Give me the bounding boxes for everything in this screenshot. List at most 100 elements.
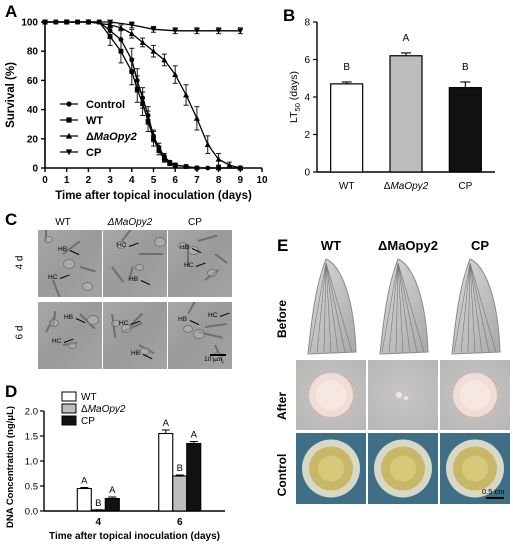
legend-label: ΔMaOpy2 xyxy=(81,404,126,415)
data-point xyxy=(167,161,173,167)
fungal-colony xyxy=(309,373,353,417)
photo-col-header-mutant: ΔMaOpy2 xyxy=(378,238,438,253)
legend-label: CP xyxy=(81,416,95,427)
hyphal-body-label: HB xyxy=(180,244,190,251)
data-point xyxy=(86,19,91,25)
data-point xyxy=(150,48,157,54)
insect-wing-panel: WT ΔMaOpy2 CP Before After Control xyxy=(260,236,513,550)
dna-bar-chart: 0.0 0.5 1.0 1.5 2.0 DNA Concentration (ng/μL)… xyxy=(5,391,225,542)
micrograph: HB HC xyxy=(38,230,102,297)
micrograph: HB HC xyxy=(103,302,167,369)
scale-bar xyxy=(210,354,226,356)
photo-row-label-before: Before xyxy=(275,300,289,339)
hyphal-body-label: HB xyxy=(58,246,68,253)
data-point xyxy=(118,48,124,54)
data-point xyxy=(140,101,146,107)
hyphal-body-label: HB xyxy=(131,350,141,357)
hyphal-cell-label: HC xyxy=(119,320,129,327)
x-tick-label: 0 xyxy=(42,175,48,186)
data-point xyxy=(172,28,179,34)
fungal-cell xyxy=(121,324,132,333)
panel-a-letter: A xyxy=(5,2,18,21)
scale-bar-label: 0.5 cm xyxy=(482,487,505,496)
scale-bar xyxy=(486,497,504,499)
data-point xyxy=(161,156,167,162)
legend-swatch xyxy=(61,403,77,414)
x-tick-label: 8 xyxy=(216,175,222,186)
data-point xyxy=(75,19,80,25)
microscopy-panel: WT ΔMaOpy2 CP 4 d 6 d HB HC HB HC HB HC HB HC HB… xyxy=(0,212,240,372)
photo-col-header-cp: CP xyxy=(470,238,490,253)
fungal-colony xyxy=(374,439,432,498)
control-colony-photo xyxy=(368,433,438,504)
legend-label: CP xyxy=(86,147,101,159)
y-tick-label: 80 xyxy=(27,47,39,58)
data-point xyxy=(216,165,221,171)
y-axis-title: Survival (%) xyxy=(5,62,17,128)
bar xyxy=(389,55,423,173)
lt50-bar-chart: 0 2 4 6 8 LT50 (days) B WT A ΔMaOpy2 B CP xyxy=(288,18,495,192)
legend-label: Control xyxy=(86,99,125,111)
fungal-colony xyxy=(302,439,360,498)
data-point xyxy=(156,148,162,153)
data-point xyxy=(128,22,135,28)
hyphal-body-label: HB xyxy=(64,314,74,321)
legend-marker xyxy=(65,132,73,139)
x-axis-title: Time after topical inoculation (days) xyxy=(55,190,252,202)
fungal-cell xyxy=(154,237,166,247)
significance-letter: B xyxy=(177,463,183,474)
data-point xyxy=(237,165,243,171)
infected-wing-photo xyxy=(368,360,438,430)
hyphal-cell-label: HC xyxy=(52,338,62,345)
bar xyxy=(104,497,120,512)
fungal-cell xyxy=(49,319,59,327)
data-point xyxy=(172,71,179,77)
micrograph: HB HC xyxy=(103,230,167,297)
series-line xyxy=(45,21,241,32)
y-tick-label: 0 xyxy=(304,168,310,179)
y-tick-label: 4 xyxy=(304,93,310,104)
legend-label: WT xyxy=(86,115,103,127)
data-point xyxy=(128,30,135,37)
y-tick-label: 1.0 xyxy=(25,457,38,468)
survival-chart: 0 20 40 60 80 100 0 1 2 3 4 5 6 7 8 9 10 Time after topic… xyxy=(5,18,268,203)
x-tick-label: CP xyxy=(458,181,472,192)
data-point xyxy=(139,39,146,45)
x-tick-label: 1 xyxy=(64,175,70,186)
data-point xyxy=(237,28,244,34)
data-point xyxy=(215,28,222,34)
panel-b-letter: B xyxy=(283,6,296,25)
micrograph: HB HC xyxy=(38,302,102,369)
y-axis-title: DNA Concentration (ng/μL) xyxy=(5,406,16,528)
fungal-colony xyxy=(446,439,504,498)
fungal-cell xyxy=(135,264,144,271)
y-axis-title: LT50 (days) xyxy=(288,71,302,123)
control-colony-photo: 0.5 cm xyxy=(440,433,510,504)
x-axis-title: Time after topical inoculation (days) xyxy=(49,531,220,542)
infected-wing-photo xyxy=(296,360,366,430)
hyphal-body-label: HB xyxy=(129,276,139,283)
photo-row-label-control: Control xyxy=(275,453,289,497)
significance-letter: A xyxy=(81,476,88,487)
fungal-cell xyxy=(178,242,187,249)
hypha xyxy=(139,253,163,255)
y-tick-label: 0.0 xyxy=(25,507,38,518)
data-point xyxy=(150,26,157,33)
hyphal-cell-label: HC xyxy=(208,312,218,319)
y-tick-label: 20 xyxy=(27,134,39,145)
y-tick-label: 2 xyxy=(304,130,310,141)
data-point xyxy=(107,34,113,39)
wing-photo xyxy=(440,255,510,356)
data-point xyxy=(215,156,222,162)
data-point xyxy=(193,115,200,121)
fungal-cell xyxy=(68,342,77,349)
micro-row-label-6d: 6 d xyxy=(14,325,26,340)
x-tick-label: 4 xyxy=(96,517,102,528)
y-tick-label: 6 xyxy=(304,55,310,66)
bar xyxy=(76,487,92,512)
scale-bar-label: 10 μm xyxy=(204,356,223,363)
infected-wing-photo xyxy=(440,360,510,430)
micro-row-label-4d: 4 d xyxy=(14,255,26,270)
wing-shape xyxy=(307,258,357,355)
data-point xyxy=(193,28,200,34)
